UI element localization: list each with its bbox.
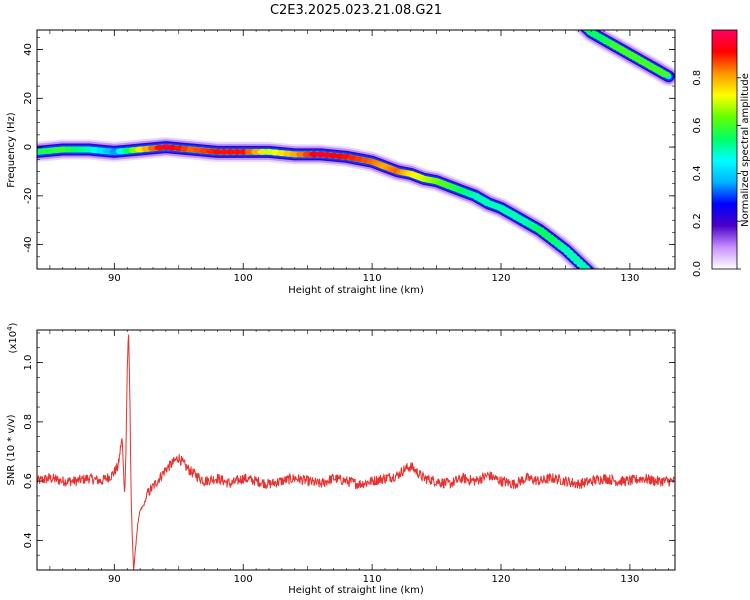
colorbar-tick-label: 0.4 xyxy=(692,165,703,181)
spectrogram-x-tick-label: 130 xyxy=(620,273,639,284)
spectrogram-x-ticks: 90 100 110 120 130 xyxy=(36,30,669,284)
colorbar-gradient xyxy=(711,29,738,270)
colorbar-tick-label: 0.0 xyxy=(692,261,703,277)
spectrogram-cell xyxy=(580,23,590,29)
colorbar: 0.0 0.2 0.4 0.6 0.8 Normalized spectral ampl… xyxy=(692,29,750,277)
spectrogram-y-tick-label: 40 xyxy=(23,43,34,56)
colorbar-tick-label: 0.8 xyxy=(692,70,703,86)
snr-frame xyxy=(36,329,676,571)
snr-y-exponent: (x104) xyxy=(6,322,19,353)
snr-x-tick-label: 130 xyxy=(620,574,639,585)
spectrogram-y-tick-label: 0 xyxy=(23,144,34,150)
colorbar-ticks: 0.0 0.2 0.4 0.6 0.8 xyxy=(692,70,741,277)
spectrogram-frame xyxy=(36,29,676,270)
snr-x-ticks: 90 100 110 120 130 xyxy=(36,330,669,585)
colorbar-label: Normalized spectral amplitude xyxy=(740,73,750,227)
colorbar-tick-label: 0.2 xyxy=(692,213,703,229)
snr-y-tick-label: 0.8 xyxy=(23,414,34,430)
snr-y-axis-label: SNR (10 * v/v) xyxy=(6,414,17,485)
snr-x-tick-label: 90 xyxy=(108,574,121,585)
snr-traces xyxy=(37,334,675,570)
spectrogram-y-tick-label: -20 xyxy=(23,188,34,204)
spectrogram-y-ticks: 40 20 0 -20 -40 xyxy=(23,37,675,270)
snr-x-tick-label: 120 xyxy=(491,574,510,585)
snr-y-tick-label: 0.6 xyxy=(23,473,34,489)
chart-title: C2E3.2025.023.21.08.G21 xyxy=(270,3,442,18)
spectrogram-x-axis-label: Height of straight line (km) xyxy=(288,285,424,296)
spectrogram-cell xyxy=(577,20,587,26)
snr-x-tick-label: 100 xyxy=(234,574,253,585)
snr-plot-area xyxy=(37,330,675,570)
spectrogram-x-tick-label: 90 xyxy=(108,273,121,284)
spectrogram-cell xyxy=(573,17,583,23)
spectrogram-x-tick-label: 110 xyxy=(363,273,382,284)
spectrogram-cell xyxy=(579,264,590,269)
snr-x-tick-label: 110 xyxy=(363,574,382,585)
snr-x-axis-label: Height of straight line (km) xyxy=(288,585,424,596)
spectrogram-traces xyxy=(37,17,675,269)
spectrogram-cell xyxy=(660,71,671,78)
spectrogram-panel: 90 100 110 120 130 40 20 0 -20 -40 Height of str… xyxy=(6,17,676,296)
colorbar-tick-label: 0.6 xyxy=(692,118,703,134)
snr-y-ticks: 1.0 0.8 0.6 0.4 xyxy=(23,332,675,571)
spectrogram-x-tick-label: 120 xyxy=(491,273,510,284)
spectrogram-y-tick-label: -40 xyxy=(23,236,34,252)
snr-line xyxy=(37,334,675,570)
spectrogram-x-tick-label: 100 xyxy=(234,273,253,284)
spectrogram-y-tick-label: 20 xyxy=(23,92,34,105)
snr-y-tick-label: 0.4 xyxy=(23,532,34,548)
snr-y-tick-label: 1.0 xyxy=(23,355,34,371)
spectrogram-y-axis-label: Frequency (Hz) xyxy=(6,112,17,188)
snr-panel: 90 100 110 120 130 1.0 0.8 0.6 0.4 Height of st… xyxy=(6,322,676,596)
